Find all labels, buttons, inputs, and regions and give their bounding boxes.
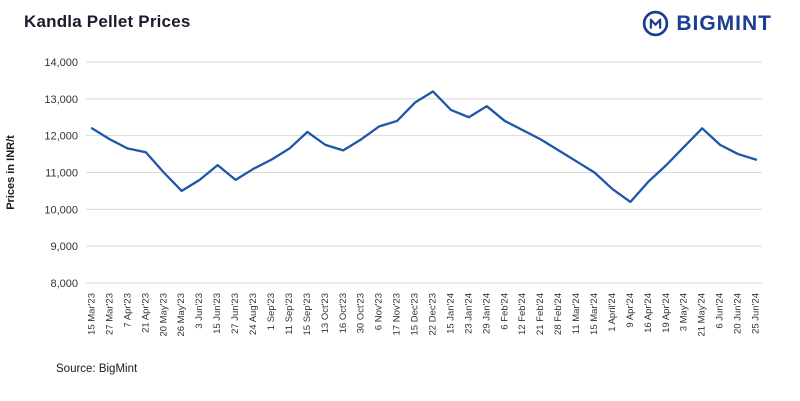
x-axis-tick-label: 21 Feb'24	[535, 293, 546, 335]
x-axis-tick-label: 24 Aug'23	[248, 293, 259, 335]
y-axis-tick-label: 11,000	[45, 168, 78, 180]
x-axis-tick-label: 15 Dec'23	[410, 293, 421, 335]
x-axis-tick-label: 15 Mar'24	[589, 293, 600, 335]
x-axis-tick-label: 6 Nov'23	[374, 293, 385, 330]
y-axis-title: Prices in INR/t	[5, 135, 17, 210]
y-axis-tick-label: 14,000	[44, 57, 78, 69]
x-axis-tick-label: 7 Apr'23	[122, 293, 133, 328]
x-axis-tick-label: 28 Feb'24	[553, 293, 564, 335]
x-axis-tick-label: 20 Jun'24	[733, 293, 744, 334]
x-axis-tick-label: 21 Apr'23	[140, 293, 151, 333]
x-axis-tick-label: 19 Apr'24	[661, 293, 672, 333]
x-axis-tick-label: 1 Sep'23	[266, 293, 277, 330]
x-axis-tick-label: 11 Mar'24	[571, 293, 582, 334]
x-axis-tick-label: 16 Apr'24	[643, 293, 654, 333]
x-axis-tick-label: 30 Oct'23	[356, 293, 367, 333]
page-title: Kandla Pellet Prices	[24, 12, 191, 31]
x-axis-tick-label: 11 Sep'23	[284, 293, 295, 335]
y-axis-tick-label: 10,000	[44, 204, 78, 216]
x-axis-tick-label: 3 Jun'23	[194, 293, 205, 329]
x-axis-tick-label: 26 May'23	[176, 293, 187, 337]
x-axis-tick-label: 22 Dec'23	[427, 293, 438, 335]
brand-name: BIGMINT	[676, 11, 772, 35]
y-axis-tick-label: 9,000	[50, 241, 78, 253]
x-axis-tick-label: 27 Jun'23	[230, 293, 241, 334]
x-axis-tick-label: 15 Mar'23	[87, 293, 98, 335]
bigmint-logo-icon	[643, 10, 669, 37]
source-note: Source: BigMint	[56, 363, 138, 375]
x-axis-tick-label: 6 Jun'24	[715, 293, 726, 329]
x-axis-tick-label: 15 Jan'24	[445, 293, 456, 334]
y-axis-tick-label: 12,000	[44, 131, 78, 143]
x-axis-tick-label: 3 May'24	[679, 293, 690, 331]
x-axis-tick-label: 6 Feb'24	[499, 293, 510, 330]
x-axis-tick-label: 20 May'23	[158, 293, 169, 337]
y-axis-tick-label: 8,000	[50, 278, 78, 290]
x-axis-tick-label: 23 Jan'24	[463, 293, 474, 334]
x-axis-tick-label: 15 Jun'23	[212, 293, 223, 334]
x-axis-tick-label: 27 Mar'23	[104, 293, 115, 335]
x-axis-tick-label: 12 Feb'24	[517, 293, 528, 335]
x-axis-tick-label: 25 Jun'24	[751, 293, 762, 334]
x-axis-tick-label: 15 Sep'23	[302, 293, 313, 336]
x-axis-tick-label: 1 April'24	[607, 293, 618, 332]
price-series-line	[90, 90, 758, 204]
x-axis-tick-label: 21 May'24	[697, 293, 708, 337]
price-line-chart: 8,000 9,000 10,000 11,000 12,000 13,000 14,000…	[5, 57, 762, 337]
x-axis-tick-label: 13 Oct'23	[320, 293, 331, 333]
x-axis-tick-label: 17 Nov'23	[392, 293, 403, 335]
x-axis-tick-label: 29 Jan'24	[481, 293, 492, 334]
y-axis-tick-label: 13,000	[44, 94, 78, 106]
x-axis-tick-label: 16 Oct'23	[338, 293, 349, 333]
brand-logo: BIGMINT	[642, 10, 772, 37]
x-axis-tick-label: 9 Apr'24	[625, 293, 636, 328]
